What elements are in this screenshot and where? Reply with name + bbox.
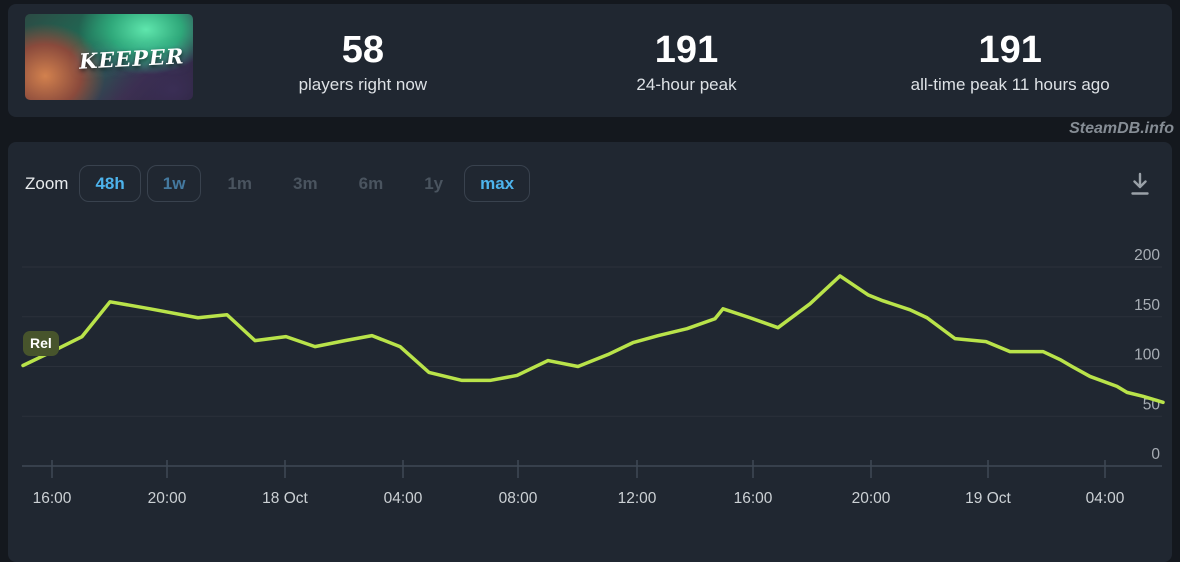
24h-peak-value: 191 <box>654 29 719 72</box>
svg-text:19 Oct: 19 Oct <box>965 490 1011 507</box>
current-players-value: 58 <box>341 29 384 72</box>
svg-text:16:00: 16:00 <box>33 490 72 507</box>
alltime-peak-label: all-time peak 11 hours ago <box>910 74 1110 94</box>
svg-text:0: 0 <box>1151 446 1160 463</box>
svg-text:18 Oct: 18 Oct <box>262 490 308 507</box>
chart-toolbar: Zoom 48h 1w 1m 3m 6m 1y max <box>25 165 1154 202</box>
game-capsule[interactable]: KEEPER <box>25 14 193 100</box>
zoom-range-1m: 1m <box>207 165 272 202</box>
stats-row: 58 players right now 191 24-hour peak 19… <box>201 4 1172 117</box>
svg-text:16:00: 16:00 <box>734 490 773 507</box>
svg-text:04:00: 04:00 <box>1086 490 1125 507</box>
zoom-range-1y: 1y <box>404 165 463 202</box>
zoom-range-max[interactable]: max <box>464 165 531 202</box>
stat-current-players: 58 players right now <box>201 4 525 117</box>
steamdb-watermark: SteamDB.info <box>1069 120 1174 137</box>
zoom-button-row: 48h 1w 1m 3m 6m 1y max <box>79 165 536 202</box>
svg-text:04:00: 04:00 <box>384 490 423 507</box>
24h-peak-label: 24-hour peak <box>636 74 737 94</box>
chart-panel: Zoom 48h 1w 1m 3m 6m 1y max 16:00 20:00 18 Oct 04… <box>8 142 1172 562</box>
svg-text:200: 200 <box>1134 247 1160 264</box>
alltime-peak-value: 191 <box>978 29 1042 72</box>
download-icon <box>1131 172 1149 195</box>
zoom-range-6m: 6m <box>339 165 404 202</box>
current-players-label: players right now <box>298 74 428 94</box>
download-button[interactable] <box>1126 169 1154 199</box>
zoom-range-1w[interactable]: 1w <box>146 165 202 202</box>
stat-24h-peak: 191 24-hour peak <box>525 4 849 117</box>
svg-text:08:00: 08:00 <box>499 490 538 507</box>
game-logo: KEEPER <box>78 43 186 74</box>
svg-text:12:00: 12:00 <box>618 490 657 507</box>
player-chart[interactable]: 16:00 20:00 18 Oct 04:00 08:00 12:00 16:00 20:0… <box>8 142 1172 562</box>
svg-text:20:00: 20:00 <box>852 490 891 507</box>
svg-text:20:00: 20:00 <box>148 490 187 507</box>
zoom-label: Zoom <box>25 173 69 193</box>
stat-alltime-peak: 191 all-time peak 11 hours ago <box>848 4 1172 117</box>
zoom-range-48h[interactable]: 48h <box>79 165 141 202</box>
zoom-range-3m: 3m <box>273 165 338 202</box>
release-marker[interactable]: Rel <box>23 331 59 356</box>
svg-text:100: 100 <box>1134 347 1160 364</box>
svg-text:150: 150 <box>1134 297 1160 314</box>
header-panel: KEEPER 58 players right now 191 24-hour … <box>8 4 1172 117</box>
